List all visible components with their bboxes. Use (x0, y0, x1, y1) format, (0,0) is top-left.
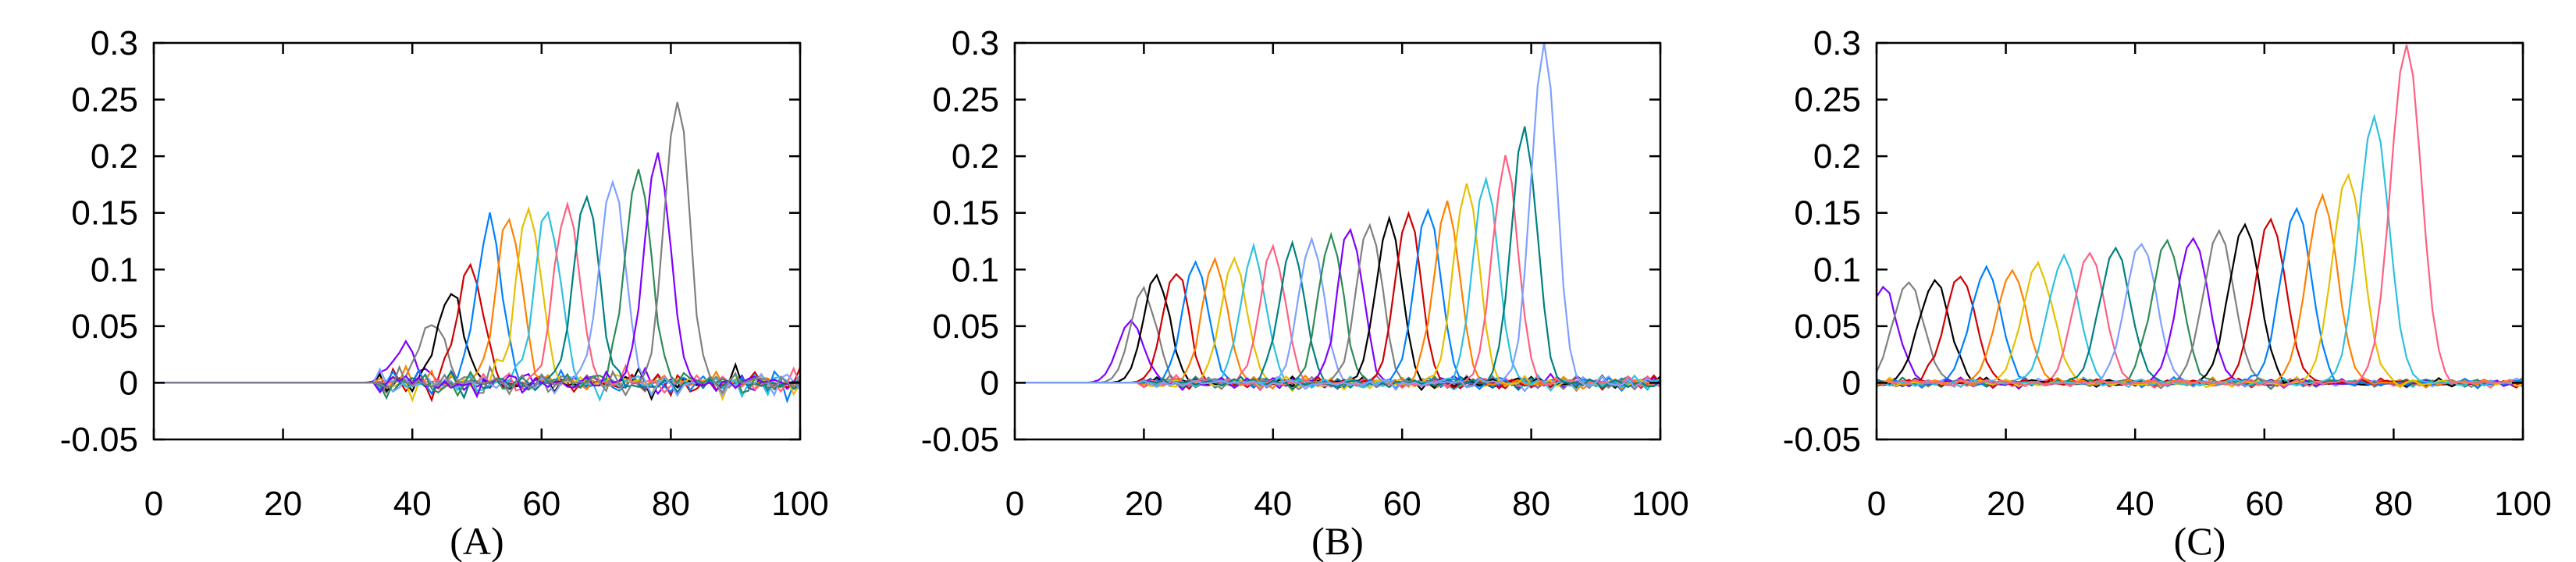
y-tick-label: 0.1 (952, 251, 999, 289)
series-line (154, 152, 800, 399)
y-tick-label: 0.25 (71, 81, 138, 119)
plot-frame (1013, 41, 1662, 441)
x-tick-label: 0 (1005, 485, 1024, 523)
y-tick-label: 0.25 (1794, 81, 1861, 119)
x-tick-label: 60 (1383, 485, 1421, 523)
series-line (1877, 246, 2523, 389)
y-tick-label: 0.1 (91, 251, 138, 289)
y-tick-label: 0.3 (91, 24, 138, 62)
series-line (1015, 43, 1660, 392)
x-tick-label: 40 (1254, 485, 1292, 523)
series-line (1877, 265, 2523, 389)
y-tick-label: -0.05 (921, 421, 999, 459)
y-tick-label: 0.15 (71, 194, 138, 233)
x-tick-label: 60 (2245, 485, 2283, 523)
y-tick-label: 0 (980, 364, 999, 402)
series-line (1877, 269, 2523, 389)
y-tick-label: 0.2 (952, 137, 999, 176)
x-tick-label: 100 (1631, 485, 1688, 523)
y-tick-label: 0.3 (952, 24, 999, 62)
y-tick-label: -0.05 (1783, 421, 1861, 459)
series-group (154, 101, 800, 404)
x-tick-label: 80 (2375, 485, 2413, 523)
series-group (1015, 43, 1660, 393)
series-line (1015, 318, 1660, 392)
series-line (1877, 44, 2523, 388)
x-tick-label: 20 (1987, 485, 2025, 523)
x-tick-label: 80 (1512, 485, 1550, 523)
x-tick-label: 40 (393, 485, 432, 523)
series-line (1015, 231, 1660, 389)
y-tick-label: 0.15 (932, 194, 999, 233)
series-line (154, 217, 800, 392)
y-tick-label: 0.1 (1813, 251, 1861, 289)
y-tick-label: 0.05 (71, 308, 138, 346)
series-line (1877, 251, 2523, 389)
y-tick-label: -0.05 (60, 421, 138, 459)
plot-frame (152, 41, 802, 441)
y-tick-label: 0 (119, 364, 138, 402)
y-tick-label: 0.15 (1794, 194, 1861, 233)
panel-label: (B) (1311, 519, 1364, 562)
panel-label: (A) (450, 519, 503, 562)
series-line (1877, 113, 2523, 389)
y-tick-label: 0.05 (932, 308, 999, 346)
y-tick-label: 0.25 (932, 81, 999, 119)
x-tick-label: 100 (771, 485, 828, 523)
series-line (154, 194, 800, 400)
x-tick-label: 60 (522, 485, 560, 523)
x-tick-label: 20 (264, 485, 302, 523)
y-tick-label: 0.2 (1813, 137, 1861, 176)
series-line (1015, 155, 1660, 392)
x-tick-label: 100 (2494, 485, 2551, 523)
x-tick-label: 40 (2116, 485, 2154, 523)
series-line (154, 101, 800, 397)
panel-label: (C) (2174, 519, 2226, 562)
series-group (1877, 44, 2523, 390)
series-line (1877, 261, 2523, 388)
y-tick-label: 0 (1842, 364, 1861, 402)
y-tick-label: 0.3 (1813, 24, 1861, 62)
series-line (1877, 253, 2523, 389)
series-line (1015, 222, 1660, 391)
x-tick-label: 80 (652, 485, 690, 523)
x-tick-label: 0 (144, 485, 163, 523)
y-tick-label: 0.2 (91, 137, 138, 176)
y-tick-label: 0.05 (1794, 308, 1861, 346)
x-tick-label: 0 (1867, 485, 1886, 523)
series-line (1877, 173, 2523, 389)
series-line (1015, 285, 1660, 391)
plot-frame (1875, 41, 2524, 441)
x-tick-label: 20 (1125, 485, 1163, 523)
series-line (154, 201, 800, 394)
series-line (1877, 192, 2523, 389)
